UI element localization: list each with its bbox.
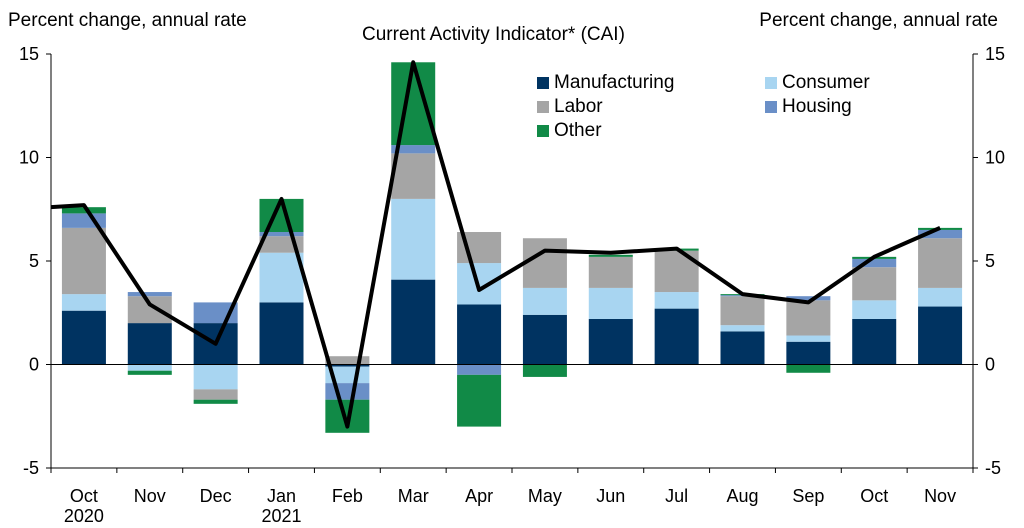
x-tick-label: Mar: [398, 486, 429, 506]
bar-other-2: [193, 399, 238, 404]
legend-label-housing: Housing: [782, 96, 852, 117]
bar-consumer-10: [720, 325, 765, 332]
legend-item-other: Other: [537, 120, 602, 142]
bar-manufacturing-7: [522, 314, 567, 365]
x-tick-label: Jan: [267, 486, 296, 506]
bar-consumer-1: [127, 364, 172, 371]
bar-housing-4: [325, 383, 370, 400]
legend-swatch-housing: [765, 101, 777, 113]
cai-line: [50, 60, 941, 429]
bar-consumer-9: [654, 292, 699, 309]
y-tick-label-left: -5: [23, 458, 39, 478]
bar-labor-8: [588, 256, 633, 288]
y-tick-label-right: 0: [985, 355, 995, 375]
bar-labor-11: [786, 300, 831, 336]
bar-other-5: [391, 62, 436, 146]
bar-manufacturing-1: [127, 323, 172, 365]
bar-consumer-7: [522, 287, 567, 315]
y-tick-label-left: 15: [19, 44, 39, 64]
bar-manufacturing-8: [588, 318, 633, 365]
legend-item-labor: Labor: [537, 96, 603, 118]
y-tick-label-right: 5: [985, 251, 995, 271]
bar-housing-13: [918, 229, 963, 239]
y-tick-label-left: 0: [29, 355, 39, 375]
bar-manufacturing-13: [918, 306, 963, 365]
bar-labor-13: [918, 238, 963, 288]
bar-manufacturing-5: [391, 279, 436, 365]
bar-other-11: [786, 364, 831, 373]
bar-consumer-2: [193, 364, 238, 390]
bar-consumer-5: [391, 198, 436, 280]
bar-labor-0: [61, 227, 106, 295]
bar-labor-12: [852, 267, 897, 301]
bar-labor-2: [193, 389, 238, 400]
legend-label-other: Other: [554, 120, 602, 141]
bar-housing-6: [457, 364, 502, 375]
bar-other-8: [588, 254, 633, 257]
bar-other-6: [457, 374, 502, 427]
bar-labor-7: [522, 238, 567, 288]
y-tick-label-right: 10: [985, 148, 1005, 168]
y-tick-label-left: 5: [29, 251, 39, 271]
legend-label-consumer: Consumer: [782, 72, 870, 93]
x-tick-label: Nov: [134, 486, 166, 506]
x-tick-label: Oct: [70, 486, 98, 506]
bar-housing-11: [786, 296, 831, 301]
x-tick-label: Jun: [596, 486, 625, 506]
x-tick-label: Feb: [332, 486, 363, 506]
bar-consumer-12: [852, 300, 897, 319]
bar-consumer-3: [259, 252, 304, 303]
bar-consumer-13: [918, 287, 963, 307]
y-tick-label-right: -5: [985, 458, 1001, 478]
y-tick-label-left: 10: [19, 148, 39, 168]
x-tick-label: Sep: [792, 486, 824, 506]
bar-manufacturing-0: [61, 310, 106, 365]
y-tick-label-right: 15: [985, 44, 1005, 64]
bar-other-1: [127, 370, 172, 375]
x-tick-label: Apr: [465, 486, 493, 506]
legend-label-labor: Labor: [554, 96, 603, 117]
legend-label-manufacturing: Manufacturing: [554, 72, 675, 93]
bar-other-0: [61, 207, 106, 214]
x-tick-label: Oct: [860, 486, 888, 506]
bar-housing-3: [259, 232, 304, 237]
legend-swatch-labor: [537, 101, 549, 113]
bar-other-7: [522, 364, 567, 377]
x-tick-label: Jul: [665, 486, 688, 506]
legend-swatch-other: [537, 125, 549, 137]
x-tick-label: May: [528, 486, 562, 506]
bar-labor-5: [391, 153, 436, 199]
bar-labor-1: [127, 296, 172, 324]
bar-labor-4: [325, 356, 370, 365]
bar-consumer-8: [588, 287, 633, 319]
legend-item-manufacturing: Manufacturing: [537, 72, 674, 94]
legend-item-consumer: Consumer: [765, 72, 870, 94]
bar-manufacturing-11: [786, 341, 831, 365]
x-tick-label: Aug: [726, 486, 758, 506]
bar-consumer-0: [61, 294, 106, 311]
x-year-label: 2021: [261, 506, 301, 526]
bar-manufacturing-6: [457, 304, 502, 365]
bar-housing-1: [127, 292, 172, 297]
legend-swatch-consumer: [765, 77, 777, 89]
x-tick-label: Nov: [924, 486, 956, 506]
bar-manufacturing-12: [852, 318, 897, 365]
bar-manufacturing-3: [259, 302, 304, 365]
bar-consumer-11: [786, 335, 831, 342]
y-axis-label-left: Percent change, annual rate: [8, 10, 247, 31]
bar-manufacturing-4: [325, 364, 370, 367]
bar-labor-10: [720, 296, 765, 326]
legend-item-housing: Housing: [765, 96, 852, 118]
x-year-label: 2020: [64, 506, 104, 526]
legend-swatch-manufacturing: [537, 77, 549, 89]
bar-manufacturing-10: [720, 331, 765, 365]
bar-housing-12: [852, 258, 897, 268]
bar-manufacturing-9: [654, 308, 699, 365]
bar-housing-5: [391, 145, 436, 154]
chart-legend: Manufacturing Consumer Labor Housing Oth…: [537, 72, 907, 144]
y-axis-label-right: Percent change, annual rate: [759, 10, 998, 31]
x-tick-label: Dec: [200, 486, 232, 506]
chart-title: Current Activity Indicator* (CAI): [362, 24, 625, 45]
